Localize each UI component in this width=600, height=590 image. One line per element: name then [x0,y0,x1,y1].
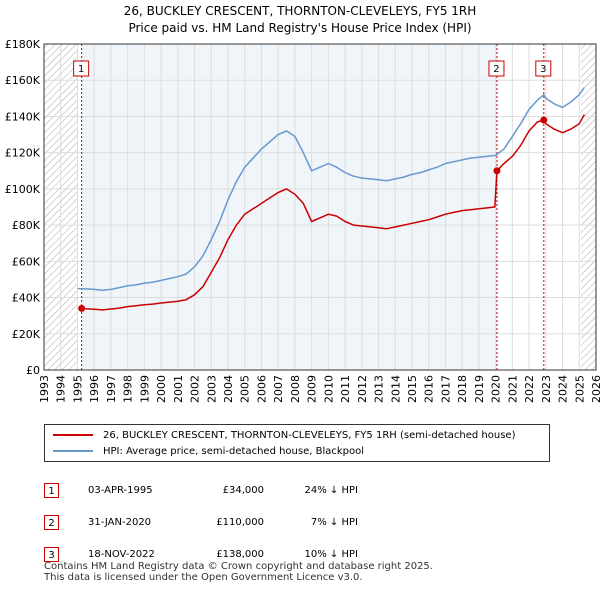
y-tick-label: £100K [5,183,41,196]
property-price-line [81,114,585,311]
x-tick-label: 2013 [373,375,386,403]
sale-marker-label: 3 [44,546,59,562]
x-tick-label: 2002 [189,375,202,403]
x-tick-label: 2012 [356,375,369,403]
y-tick-label: £160K [5,74,41,87]
sale-date: 31-JAN-2020 [88,516,152,528]
legend: 26, BUCKLEY CRESCENT, THORNTON-CLEVELEYS… [44,424,550,462]
x-tick-label: 2021 [506,375,519,403]
x-tick-label: 1995 [71,375,84,403]
x-tick-label: 2014 [389,375,402,403]
legend-swatch-property [53,434,93,436]
x-tick-label: 2011 [339,375,352,403]
footer-line2: This data is licensed under the Open Gov… [44,572,363,583]
sale-label-box [488,60,505,77]
x-tick-label: 1994 [55,375,68,403]
table-row: 1 03-APR-1995 £34,000 24% ↓ HPI [44,474,358,506]
hatched-region [580,44,596,370]
y-tick-label: £60K [12,255,41,268]
y-tick-label: £20K [12,328,41,341]
sale-date: 03-APR-1995 [88,484,153,496]
legend-item-hpi: HPI: Average price, semi-detached house,… [53,444,364,460]
x-tick-label: 1997 [105,375,118,403]
table-row: 2 31-JAN-2020 £110,000 7% ↓ HPI [44,506,358,538]
sale-date: 18-NOV-2022 [88,548,155,560]
x-tick-label: 2006 [255,375,268,403]
x-tick-label: 2009 [306,375,319,403]
y-tick-label: £0 [26,364,40,377]
sale-point [78,304,86,312]
legend-item-property: 26, BUCKLEY CRESCENT, THORNTON-CLEVELEYS… [53,428,515,444]
x-tick-label: 2023 [540,375,553,403]
x-tick-label: 1999 [138,375,151,403]
footer-line1: Contains HM Land Registry data © Crown c… [44,561,433,572]
sale-label: 2 [493,64,499,75]
chart-subtitle: Price paid vs. HM Land Registry's House … [128,21,472,35]
y-tick-label: £180K [5,38,41,51]
sale-price: £138,000 [216,548,264,560]
legend-label-property: 26, BUCKLEY CRESCENT, THORNTON-CLEVELEYS… [103,430,516,441]
sale-label-box [535,60,552,77]
x-tick-label: 2018 [456,375,469,403]
chart-title-line1: 26, BUCKLEY CRESCENT, THORNTON-CLEVELEYS… [123,4,477,18]
x-tick-label: 1996 [88,375,101,403]
sale-marker-label: 2 [44,514,59,530]
legend-swatch-hpi [53,450,93,452]
sale-marker-label: 1 [44,482,59,498]
y-tick-label: £80K [12,219,41,232]
sale-hpi-diff: 10% ↓ HPI [304,548,358,560]
x-tick-label: 2015 [406,375,419,403]
y-tick-label: £120K [5,147,41,160]
plot-frame [43,43,597,371]
x-tick-label: 2017 [439,375,452,403]
x-tick-label: 2022 [523,375,536,403]
sale-price: £110,000 [216,516,264,528]
y-tick-label: £40K [12,292,41,305]
sale-label: 1 [78,64,84,75]
x-tick-label: 2025 [573,375,586,403]
chart-title: 26, BUCKLEY CRESCENT, THORNTON-CLEVELEYS… [0,3,600,37]
x-tick-label: 2026 [590,375,600,403]
x-tick-label: 2001 [172,375,185,403]
x-tick-label: 1998 [122,375,135,403]
price-chart: 1 2 3 £0 £20K £40K £60K £80K £100K £120K £140K £16… [5,38,600,403]
x-tick-label: 1993 [38,375,51,403]
x-tick-label: 2020 [490,375,503,403]
x-tick-label: 2000 [155,375,168,403]
sale-hpi-diff: 7% ↓ HPI [310,516,358,528]
x-tick-label: 2024 [557,375,570,403]
x-tick-label: 2019 [473,375,486,403]
x-tick-label: 2004 [222,375,235,403]
x-tick-label: 2016 [423,375,436,403]
ownership-band [81,44,497,370]
y-tick-label: £140K [5,110,41,123]
x-tick-label: 2010 [322,375,335,403]
x-tick-label: 2005 [239,375,252,403]
x-tick-label: 2003 [205,375,218,403]
sale-point [540,116,548,124]
table-row: 3 18-NOV-2022 £138,000 10% ↓ HPI [44,538,358,570]
legend-label-hpi: HPI: Average price, semi-detached house,… [103,446,365,457]
sale-hpi-diff: 24% ↓ HPI [304,484,358,496]
sale-label: 3 [540,64,546,75]
x-tick-label: 2007 [272,375,285,403]
sale-point [493,167,501,175]
hpi-line [77,87,585,292]
sale-price: £34,000 [222,484,264,496]
sales-table: 1 03-APR-1995 £34,000 24% ↓ HPI 2 31-JAN… [44,474,358,570]
x-tick-label: 2008 [289,375,302,403]
sale-label-box [73,60,90,77]
plot-area [44,44,596,370]
footer: Contains HM Land Registry data © Crown c… [44,561,433,583]
